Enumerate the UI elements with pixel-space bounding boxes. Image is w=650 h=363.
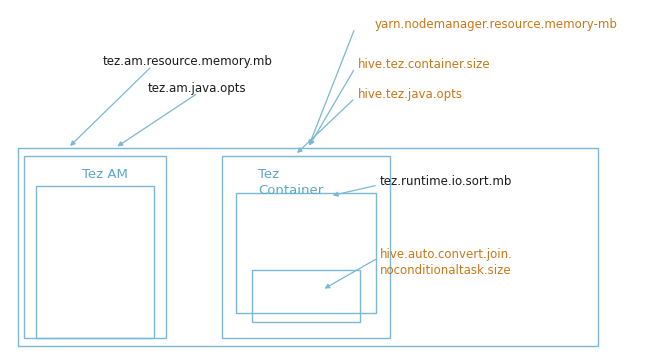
Bar	[18, 148, 598, 346]
Bar	[222, 156, 390, 338]
Text: hive.auto.convert.join.
noconditionaltask.size: hive.auto.convert.join. noconditionaltas…	[380, 248, 513, 277]
Text: hive.tez.container.size: hive.tez.container.size	[358, 58, 491, 71]
Text: tez.runtime.io.sort.mb: tez.runtime.io.sort.mb	[380, 175, 512, 188]
Bar	[36, 186, 154, 338]
Text: Tez
Container: Tez Container	[258, 168, 323, 197]
Bar	[252, 270, 360, 322]
Text: hive.tez.java.opts: hive.tez.java.opts	[358, 88, 463, 101]
Text: yarn.nodemanager.resource.memory-mb: yarn.nodemanager.resource.memory-mb	[375, 18, 618, 31]
Text: Tez AM: Tez AM	[82, 168, 128, 181]
Bar	[24, 156, 166, 338]
Bar	[236, 193, 376, 313]
Text: tez.am.resource.memory.mb: tez.am.resource.memory.mb	[103, 55, 273, 68]
Text: tez.am.java.opts: tez.am.java.opts	[148, 82, 246, 95]
